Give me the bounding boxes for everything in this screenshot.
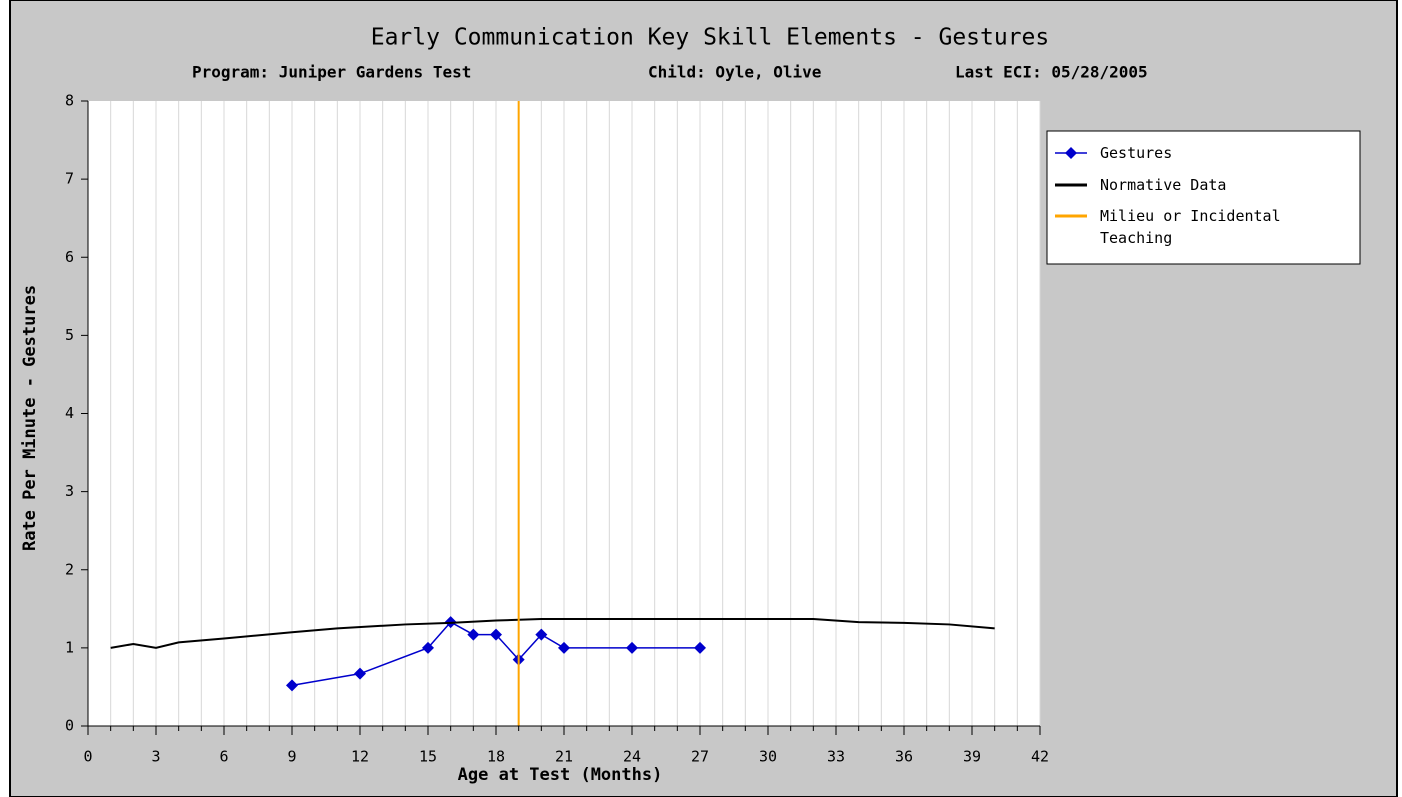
y-tick-label: 1 bbox=[65, 638, 74, 656]
point bbox=[535, 628, 548, 641]
point bbox=[626, 641, 638, 654]
x-tick-label: 33 bbox=[827, 748, 845, 766]
x-tick-label: 27 bbox=[691, 748, 709, 766]
x-tick-label: 3 bbox=[151, 748, 160, 766]
legend-label: Normative Data bbox=[1100, 176, 1227, 194]
series-line bbox=[110, 617, 995, 649]
legend-entry: Milieu or Incidental Teaching bbox=[1100, 207, 1281, 247]
y-axis-label: Rate Per Minute - Gestures bbox=[20, 285, 40, 551]
x-tick-label: 30 bbox=[759, 748, 777, 766]
x-tick-label: 18 bbox=[487, 748, 505, 766]
legend-entry: Gestures bbox=[1100, 144, 1173, 162]
y-tick-label: 8 bbox=[65, 92, 74, 110]
x-tick-label: 15 bbox=[419, 748, 437, 766]
legend-label: Milieu or Incidental Teaching bbox=[1100, 207, 1281, 247]
legend bbox=[1046, 130, 1361, 265]
subtitle: Program: Juniper Gardens Test bbox=[192, 63, 471, 82]
y-tick-label: 3 bbox=[65, 482, 74, 500]
subtitle: Child: Oyle, Olive bbox=[648, 63, 821, 82]
point bbox=[467, 628, 480, 641]
point bbox=[286, 679, 298, 692]
x-tick-label: 9 bbox=[287, 748, 296, 766]
x-tick-label: 39 bbox=[963, 748, 981, 766]
x-tick-label: 21 bbox=[555, 748, 573, 766]
point bbox=[694, 641, 706, 654]
point bbox=[422, 641, 434, 654]
legend-entry: Normative Data bbox=[1100, 176, 1227, 194]
point bbox=[354, 667, 366, 680]
legend-marker bbox=[1065, 147, 1077, 159]
point bbox=[490, 628, 502, 641]
y-tick-label: 4 bbox=[65, 404, 74, 422]
y-tick-label: 2 bbox=[65, 560, 74, 578]
y-tick-label: 7 bbox=[65, 170, 74, 188]
x-tick-label: 24 bbox=[623, 748, 641, 766]
x-axis-label: Age at Test (Months) bbox=[458, 765, 663, 785]
y-tick-label: 6 bbox=[65, 248, 74, 266]
x-tick-label: 42 bbox=[1031, 748, 1049, 766]
chart-title: Early Communication Key Skill Elements -… bbox=[371, 25, 1050, 51]
x-tick-label: 12 bbox=[351, 748, 369, 766]
y-tick-label: 0 bbox=[65, 717, 74, 735]
legend-label: Gestures bbox=[1100, 144, 1173, 162]
point bbox=[558, 641, 570, 654]
y-tick-label: 5 bbox=[65, 326, 74, 344]
x-tick-label: 6 bbox=[219, 748, 228, 766]
subtitle: Last ECI: 05/28/2005 bbox=[955, 63, 1148, 82]
x-tick-label: 36 bbox=[895, 748, 913, 766]
x-tick-label: 0 bbox=[83, 748, 92, 766]
